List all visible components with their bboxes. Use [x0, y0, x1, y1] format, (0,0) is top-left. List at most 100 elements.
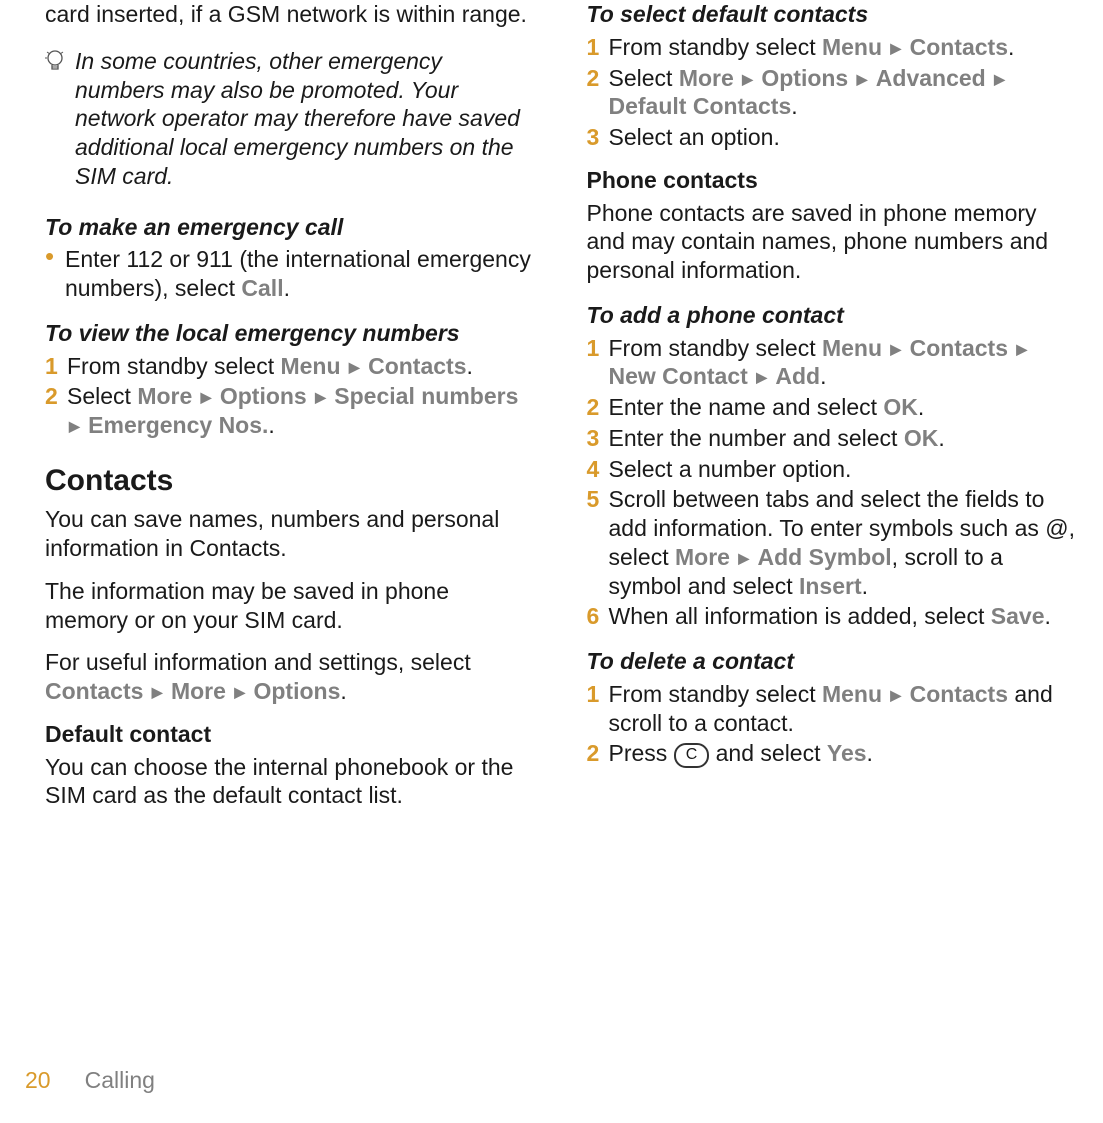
arrow-icon: ▶ [1014, 341, 1029, 357]
proc-view-emergency-title: To view the local emergency numbers [45, 319, 537, 348]
section-name: Calling [85, 1067, 155, 1093]
step-text: Scroll between tabs and select the field… [609, 485, 1079, 600]
c-key-icon: C [674, 743, 710, 768]
menu-contacts: Contacts [45, 678, 143, 704]
menu-contacts: Contacts [910, 335, 1008, 361]
step-text: From standby select Menu ▶ Contacts. [67, 352, 473, 381]
proc-delete-contact-title: To delete a contact [587, 647, 1079, 676]
arrow-icon: ▶ [740, 71, 755, 87]
step-number: 1 [45, 352, 65, 381]
step-number: 2 [45, 382, 65, 440]
step-number: 1 [587, 334, 607, 392]
arrow-icon: ▶ [736, 550, 751, 566]
menu-ok: OK [883, 394, 918, 420]
proc-view-emergency-steps: 1 From standby select Menu ▶ Contacts. 2… [45, 352, 537, 440]
menu-default-contacts: Default Contacts [609, 93, 792, 119]
menu-advanced: Advanced [876, 65, 986, 91]
step-text: When all information is added, select Sa… [609, 602, 1051, 631]
menu-menu: Menu [822, 681, 882, 707]
step-1: 1 From standby select Menu ▶ Contacts an… [587, 680, 1079, 738]
step-text: Select More ▶ Options ▶ Special numbers … [67, 382, 537, 440]
step-number: 1 [587, 33, 607, 62]
phone-contacts-p: Phone contacts are saved in phone memory… [587, 199, 1079, 285]
arrow-icon: ▶ [232, 684, 247, 700]
step-number: 2 [587, 393, 607, 422]
arrow-icon: ▶ [754, 369, 769, 385]
menu-contacts: Contacts [368, 353, 466, 379]
arrow-icon: ▶ [992, 71, 1007, 87]
arrow-icon: ▶ [67, 418, 82, 434]
step-number: 2 [587, 64, 607, 122]
step-text: From standby select Menu ▶ Contacts and … [609, 680, 1079, 738]
step-number: 3 [587, 424, 607, 453]
menu-menu: Menu [822, 34, 882, 60]
proc-select-default-steps: 1 From standby select Menu ▶ Contacts. 2… [587, 33, 1079, 152]
contacts-p1: You can save names, numbers and personal… [45, 505, 537, 563]
step-2: 2 Enter the name and select OK. [587, 393, 1079, 422]
step-text: Select an option. [609, 123, 780, 152]
menu-options: Options [253, 678, 340, 704]
menu-options: Options [761, 65, 848, 91]
menu-contacts: Contacts [910, 34, 1008, 60]
arrow-icon: ▶ [888, 687, 903, 703]
step-1: 1 From standby select Menu ▶ Contacts. [587, 33, 1079, 62]
step-4: 4 Select a number option. [587, 455, 1079, 484]
step-text: From standby select Menu ▶ Contacts. [609, 33, 1015, 62]
menu-save: Save [991, 603, 1045, 629]
page-number: 20 [25, 1067, 51, 1093]
bullet-icon: • [45, 245, 65, 303]
arrow-icon: ▶ [199, 389, 214, 405]
proc-emergency-call-title: To make an emergency call [45, 213, 537, 242]
menu-insert: Insert [799, 573, 862, 599]
proc-emergency-call-steps: • Enter 112 or 911 (the international em… [45, 245, 537, 303]
menu-menu: Menu [822, 335, 882, 361]
step-number: 3 [587, 123, 607, 152]
step-text: Enter the number and select OK. [609, 424, 945, 453]
step-1: 1 From standby select Menu ▶ Contacts. [45, 352, 537, 381]
proc-add-contact-steps: 1 From standby select Menu ▶ Contacts ▶ … [587, 334, 1079, 632]
step-number: 6 [587, 602, 607, 631]
step-1: 1 From standby select Menu ▶ Contacts ▶ … [587, 334, 1079, 392]
proc-add-contact-title: To add a phone contact [587, 301, 1079, 330]
step-text: Enter 112 or 911 (the international emer… [65, 245, 537, 303]
intro-fragment: card inserted, if a GSM network is withi… [45, 0, 537, 29]
arrow-icon: ▶ [855, 71, 870, 87]
step-number: 5 [587, 485, 607, 600]
heading-contacts: Contacts [45, 462, 537, 500]
arrow-icon: ▶ [313, 389, 328, 405]
step-6: 6 When all information is added, select … [587, 602, 1079, 631]
page-footer: 20 Calling [25, 1066, 155, 1095]
default-contact-p: You can choose the internal phonebook or… [45, 753, 537, 811]
step-3: 3 Select an option. [587, 123, 1079, 152]
subhead-phone-contacts: Phone contacts [587, 166, 1079, 195]
menu-more: More [171, 678, 226, 704]
arrow-icon: ▶ [150, 684, 165, 700]
step-text: Select a number option. [609, 455, 852, 484]
arrow-icon: ▶ [888, 341, 903, 357]
step-number: 2 [587, 739, 607, 768]
step-3: 3 Enter the number and select OK. [587, 424, 1079, 453]
menu-new-contact: New Contact [609, 363, 748, 389]
menu-contacts: Contacts [910, 681, 1008, 707]
step-number: 4 [587, 455, 607, 484]
menu-more: More [137, 383, 192, 409]
tip-text: In some countries, other emergency numbe… [75, 47, 537, 191]
subhead-default-contact: Default contact [45, 720, 537, 749]
step-text: From standby select Menu ▶ Contacts ▶ Ne… [609, 334, 1079, 392]
menu-special-numbers: Special numbers [334, 383, 518, 409]
menu-yes: Yes [827, 740, 867, 766]
step-5: 5 Scroll between tabs and select the fie… [587, 485, 1079, 600]
proc-delete-contact-steps: 1 From standby select Menu ▶ Contacts an… [587, 680, 1079, 768]
step-2: 2 Select More ▶ Options ▶ Advanced ▶ Def… [587, 64, 1079, 122]
contacts-p3: For useful information and settings, sel… [45, 648, 537, 706]
menu-more: More [675, 544, 730, 570]
tip-lightbulb-icon [45, 49, 67, 191]
tip-box: In some countries, other emergency numbe… [45, 47, 537, 191]
menu-options: Options [220, 383, 307, 409]
menu-emergency-nos: Emergency Nos. [88, 412, 268, 438]
menu-add-symbol: Add Symbol [758, 544, 892, 570]
menu-add: Add [775, 363, 820, 389]
arrow-icon: ▶ [888, 40, 903, 56]
step-text: Select More ▶ Options ▶ Advanced ▶ Defau… [609, 64, 1079, 122]
menu-call: Call [241, 275, 283, 301]
